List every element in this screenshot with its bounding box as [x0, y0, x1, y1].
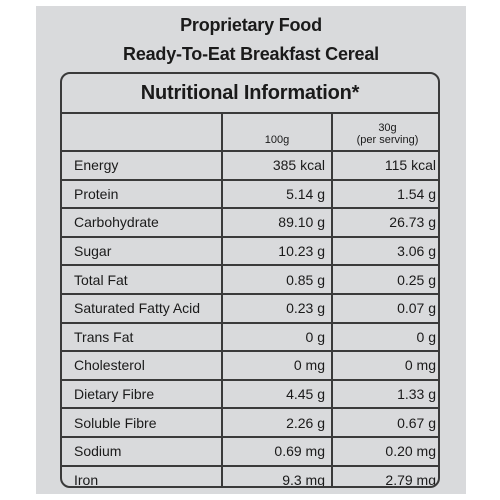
nutrient-name: Trans Fat — [62, 321, 223, 352]
per-100g-value: 89.10 g — [222, 207, 333, 237]
per-serving-value: 0 mg — [332, 350, 438, 380]
nutrient-name: Dietary Fibre — [62, 378, 223, 409]
per-100g-value: 10.23 g — [222, 235, 333, 266]
label-panel: Proprietary Food Ready-To-Eat Breakfast … — [36, 6, 466, 494]
per-100g-value: 385 kcal — [222, 150, 333, 180]
table-row: Energy 385 kcal 115 kcal — [62, 150, 438, 180]
per-serving-label: (per serving) — [356, 134, 419, 146]
product-name-title: Ready-To-Eat Breakfast Cereal — [123, 44, 379, 64]
per-serving-value: 0.20 mg — [332, 435, 438, 466]
per-100g-value: 0.23 g — [222, 292, 333, 323]
table-row: Sodium 0.69 mg 0.20 mg — [62, 435, 438, 466]
per-serving-value: 1.54 g — [332, 178, 438, 209]
table-row: Protein 5.14 g 1.54 g — [62, 178, 438, 209]
table-row: Soluble Fibre 2.26 g 0.67 g — [62, 407, 438, 437]
table-row: Saturated Fatty Acid 0.23 g 0.07 g — [62, 292, 438, 323]
per-serving-value: 115 kcal — [332, 150, 438, 180]
per-serving-value: 0 g — [332, 321, 438, 352]
table-row: Total Fat 0.85 g 0.25 g — [62, 264, 438, 294]
per-100g-value: 0 g — [222, 321, 333, 352]
per-100g-value: 0.85 g — [222, 264, 333, 294]
nutrient-name: Soluble Fibre — [62, 407, 223, 437]
serving-size-label: 30g — [378, 122, 397, 134]
nutrition-table: 100g 30g (per serving) Energy 385 kcal 115… — [62, 114, 438, 486]
table-row: Cholesterol 0 mg 0 mg — [62, 350, 438, 380]
per-serving-value: 0.07 g — [332, 292, 438, 323]
table-row: Iron 9.3 mg 2.79 mg — [62, 464, 438, 486]
per-serving-column-header: 30g (per serving) — [332, 114, 438, 151]
nutrition-table-frame: Nutritional Information* 100g 30g (per s… — [60, 72, 440, 488]
per-100g-value: 5.14 g — [222, 178, 333, 209]
per-100g-value: 9.3 mg — [222, 464, 333, 486]
per-100g-value: 4.45 g — [222, 378, 333, 409]
nutrient-name: Saturated Fatty Acid — [62, 292, 223, 323]
nutrition-heading: Nutritional Information* — [62, 74, 438, 114]
per-100g-value: 0.69 mg — [222, 435, 333, 466]
table-row: Dietary Fibre 4.45 g 1.33 g — [62, 378, 438, 409]
nutrition-header-row: 100g 30g (per serving) — [62, 114, 438, 151]
nutrient-name: Sodium — [62, 435, 223, 466]
per-serving-value: 2.79 mg — [332, 464, 438, 486]
nutrient-name: Total Fat — [62, 264, 223, 294]
table-row: Carbohydrate 89.10 g 26.73 g — [62, 207, 438, 237]
product-type-title: Proprietary Food — [180, 15, 322, 35]
per-serving-value: 3.06 g — [332, 235, 438, 266]
per-100g-column-header: 100g — [222, 114, 333, 151]
nutrient-name: Sugar — [62, 235, 223, 266]
nutrient-name: Iron — [62, 464, 223, 486]
per-serving-value: 26.73 g — [332, 207, 438, 237]
nutrient-column-header — [62, 114, 223, 151]
nutrient-name: Cholesterol — [62, 350, 223, 380]
per-serving-value: 1.33 g — [332, 378, 438, 409]
per-100g-value: 0 mg — [222, 350, 333, 380]
per-serving-value: 0.67 g — [332, 407, 438, 437]
per-100g-value: 2.26 g — [222, 407, 333, 437]
nutrient-name: Protein — [62, 178, 223, 209]
nutrient-name: Energy — [62, 150, 223, 180]
nutrient-name: Carbohydrate — [62, 207, 223, 237]
per-serving-value: 0.25 g — [332, 264, 438, 294]
table-row: Sugar 10.23 g 3.06 g — [62, 235, 438, 266]
